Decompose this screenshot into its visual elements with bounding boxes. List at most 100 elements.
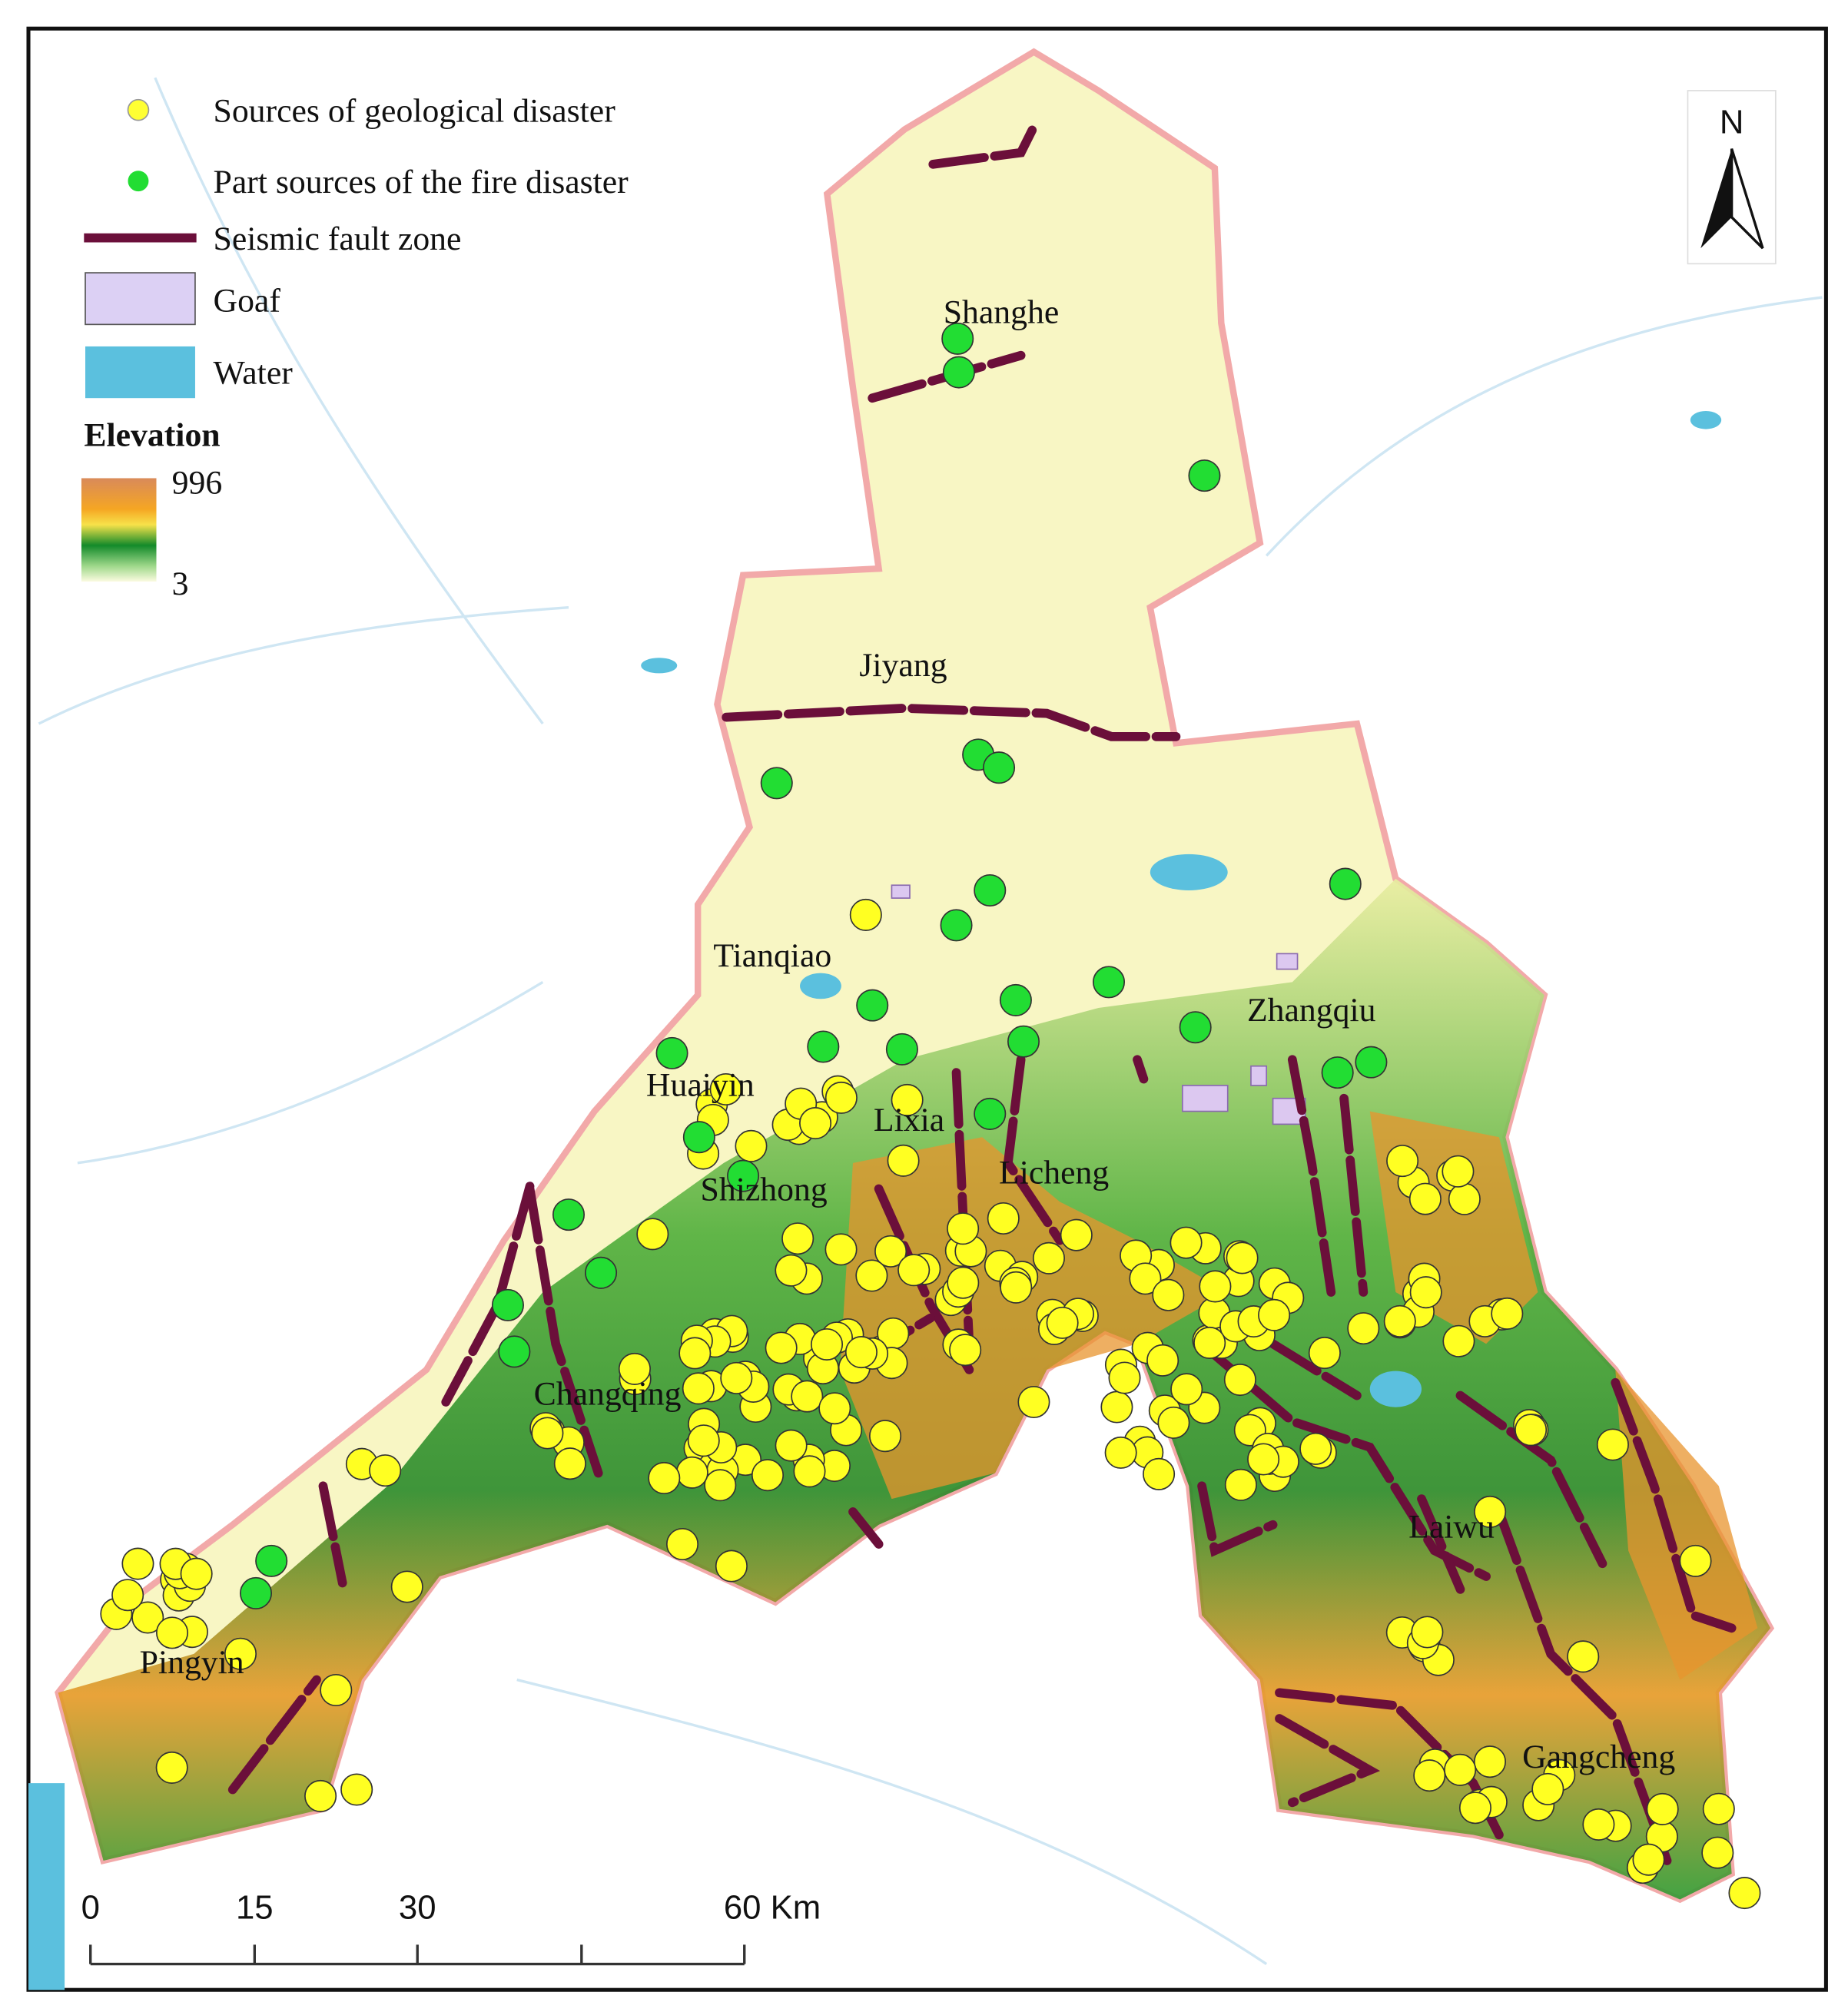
geological-point [1448, 1182, 1481, 1215]
scale-bg [71, 1876, 841, 1980]
geological-point [1199, 1270, 1232, 1303]
geological-point [1646, 1792, 1679, 1825]
north-arrow: N [1687, 90, 1777, 265]
geological-point [947, 1212, 980, 1245]
place-label: Changqing [534, 1375, 682, 1412]
geological-point [121, 1547, 154, 1580]
scale-label: 0 [81, 1889, 100, 1927]
fire-point [682, 1121, 715, 1154]
north-arrow-right [1730, 148, 1764, 250]
geological-point [1170, 1226, 1203, 1259]
legend-label: Part sources of the fire disaster [214, 164, 629, 201]
legend-label: Seismic fault zone [214, 220, 462, 257]
legend-symbol-water [85, 346, 195, 399]
geological-point [1170, 1373, 1203, 1406]
geological-point [1632, 1843, 1665, 1876]
geological-point [1582, 1808, 1615, 1841]
fire-point [255, 1544, 288, 1577]
fire-point [885, 1033, 918, 1066]
geological-point [897, 1254, 931, 1287]
geological-point [675, 1456, 708, 1489]
geological-point [1515, 1414, 1548, 1447]
fire-point [498, 1335, 531, 1368]
geological-point [1224, 1468, 1257, 1501]
legend-label: Goaf [214, 283, 281, 320]
geological-point [678, 1337, 712, 1370]
fire-point [552, 1198, 586, 1231]
geological-point [531, 1417, 564, 1450]
geological-point [1442, 1324, 1475, 1357]
place-label: Huaiyin [646, 1066, 755, 1103]
geological-point [775, 1429, 808, 1462]
geological-point [765, 1331, 798, 1364]
place-label: Jiyang [859, 647, 947, 684]
geological-point [1531, 1772, 1564, 1805]
geological-point [636, 1218, 669, 1251]
geological-point [1596, 1428, 1629, 1461]
geological-point [1017, 1385, 1050, 1418]
geological-point [682, 1372, 715, 1405]
scale-label: 30 [399, 1889, 436, 1927]
scale-bar: 0 15 30 60 Km [71, 1876, 841, 1980]
geological-point [1567, 1640, 1600, 1673]
geological-point [799, 1107, 832, 1140]
fire-point [1007, 1025, 1040, 1058]
geological-point [1701, 1836, 1734, 1869]
geological-point [320, 1674, 353, 1707]
place-label: Tianqiao [713, 937, 831, 974]
fault-lines [227, 122, 1737, 1865]
disaster-points [100, 322, 1761, 1910]
geological-point [1386, 1145, 1419, 1178]
geological-point [1152, 1278, 1185, 1311]
geological-point [1413, 1759, 1446, 1792]
geological-point [369, 1454, 402, 1487]
geological-point [340, 1773, 373, 1806]
fire-point [760, 767, 793, 800]
geological-point [824, 1233, 858, 1266]
geological-point [704, 1469, 737, 1502]
elevation-max: 996 [172, 465, 223, 502]
fire-point [239, 1576, 273, 1609]
geological-point [1032, 1241, 1065, 1274]
fire-point [655, 1036, 688, 1069]
legend-symbol-fire [128, 171, 149, 192]
fire-point [1329, 867, 1362, 900]
legend-label: Water [214, 355, 294, 392]
fire-point [1355, 1046, 1388, 1079]
geological-point [1157, 1406, 1190, 1439]
geological-point [1728, 1877, 1761, 1910]
geological-point [1473, 1745, 1506, 1778]
geological-point [947, 1266, 980, 1299]
geological-point [849, 898, 882, 931]
geological-point [1104, 1436, 1137, 1469]
fire-point [491, 1288, 524, 1321]
geological-point [1458, 1792, 1491, 1825]
geological-point [869, 1420, 902, 1453]
elevation-title: Elevation [84, 416, 220, 453]
fire-point [727, 1159, 760, 1192]
legend: Sources of geological disaster Part sour… [81, 92, 629, 602]
goaf-areas [891, 884, 1306, 1125]
water-bodies [28, 411, 1722, 1990]
elevation-ramp [81, 478, 157, 582]
geological-point [949, 1334, 982, 1367]
geological-point [1442, 1155, 1475, 1188]
fire-point [999, 983, 1032, 1016]
geological-point [1258, 1298, 1291, 1331]
geological-point [855, 1259, 888, 1292]
geological-point [1299, 1432, 1332, 1465]
legend-symbol-geological [127, 98, 150, 121]
geological-point [1060, 1218, 1093, 1251]
geological-point [1226, 1241, 1259, 1274]
elevation-min: 3 [172, 565, 189, 602]
north-label: N [1720, 103, 1744, 141]
geological-point [791, 1380, 824, 1413]
geological-point [131, 1601, 164, 1634]
place-label: Laiwu [1408, 1509, 1495, 1546]
geological-point [1408, 1182, 1442, 1215]
geological-point [111, 1579, 144, 1612]
geological-point [1129, 1262, 1162, 1295]
place-label: Licheng [999, 1155, 1109, 1192]
geological-point [751, 1459, 785, 1492]
geological-point [1223, 1364, 1256, 1397]
